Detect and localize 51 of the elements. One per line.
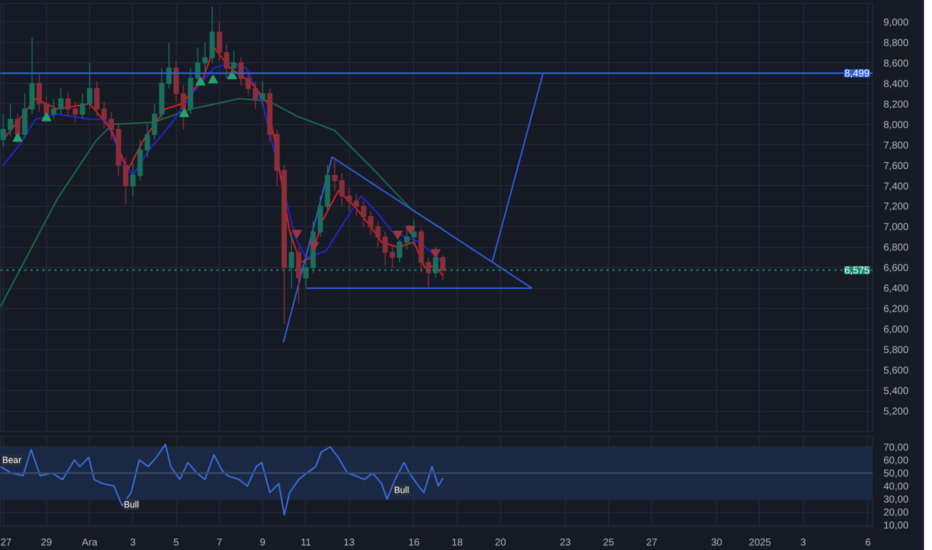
x-tick-label: 11 bbox=[300, 538, 312, 548]
y-tick-label: 5,600 bbox=[884, 366, 909, 377]
y-tick-label: 5,400 bbox=[884, 386, 909, 398]
x-tick-label: 2025 bbox=[748, 538, 772, 548]
ref-line-label: 8,499 bbox=[844, 68, 870, 80]
x-tick-label: 18 bbox=[452, 538, 464, 548]
y-tick-label: 60,00 bbox=[884, 455, 909, 466]
annotation: Bull bbox=[124, 499, 139, 510]
ref-line-label: 6,575 bbox=[844, 266, 870, 277]
y-tick-label: 8,000 bbox=[884, 120, 909, 131]
y-tick-label: 6,800 bbox=[884, 242, 909, 254]
y-tick-label: 30,00 bbox=[884, 494, 909, 506]
y-tick-label: 6,400 bbox=[884, 284, 909, 295]
y-tick-label: 7,600 bbox=[884, 160, 909, 172]
y-tick-label: 7,000 bbox=[884, 222, 909, 234]
y-tick-label: 8,400 bbox=[884, 78, 909, 90]
annotation: Bear bbox=[2, 454, 22, 465]
y-tick-label: 7,800 bbox=[884, 140, 909, 152]
y-tick-label: 10,00 bbox=[884, 520, 909, 532]
y-tick-label: 6,000 bbox=[884, 324, 909, 336]
x-tick-label: 20 bbox=[494, 538, 506, 548]
x-tick-label: 3 bbox=[130, 538, 136, 548]
x-tick-label: 7 bbox=[216, 538, 223, 548]
x-tick-label: 13 bbox=[344, 538, 356, 548]
y-tick-label: 40,00 bbox=[884, 482, 909, 493]
y-tick-label: 50,00 bbox=[884, 468, 909, 480]
x-tick-label: 25 bbox=[602, 538, 615, 548]
y-tick-label: 7,400 bbox=[884, 181, 909, 192]
x-tick-label: 29 bbox=[40, 538, 52, 548]
x-tick-label: 27 bbox=[646, 538, 658, 548]
y-tick-label: 20,00 bbox=[884, 508, 909, 519]
x-tick-label: 23 bbox=[560, 538, 572, 548]
y-tick-label: 5,200 bbox=[884, 406, 909, 418]
y-tick-label: 6,200 bbox=[884, 304, 909, 316]
x-tick-label: 6 bbox=[865, 538, 872, 548]
x-tick-label: 9 bbox=[260, 538, 266, 548]
y-tick-label: 8,800 bbox=[884, 38, 909, 49]
annotation: Bull bbox=[394, 484, 410, 495]
x-tick-label: 5 bbox=[173, 538, 180, 548]
y-tick-label: 7,200 bbox=[884, 202, 909, 213]
y-tick-label: 6,600 bbox=[884, 263, 909, 274]
y-tick-label: 5,800 bbox=[884, 345, 909, 356]
y-tick-label: 8,200 bbox=[884, 99, 909, 110]
y-tick-label: 8,600 bbox=[884, 58, 909, 70]
y-tick-label: 9,000 bbox=[884, 17, 909, 28]
x-tick-label: 16 bbox=[408, 538, 420, 548]
x-tick-label: Ara bbox=[82, 538, 98, 548]
x-tick-label: 3 bbox=[800, 538, 806, 548]
x-tick-label: 27 bbox=[0, 538, 12, 548]
x-tick-label: 30 bbox=[711, 538, 723, 548]
y-tick-label: 70,00 bbox=[884, 442, 909, 454]
